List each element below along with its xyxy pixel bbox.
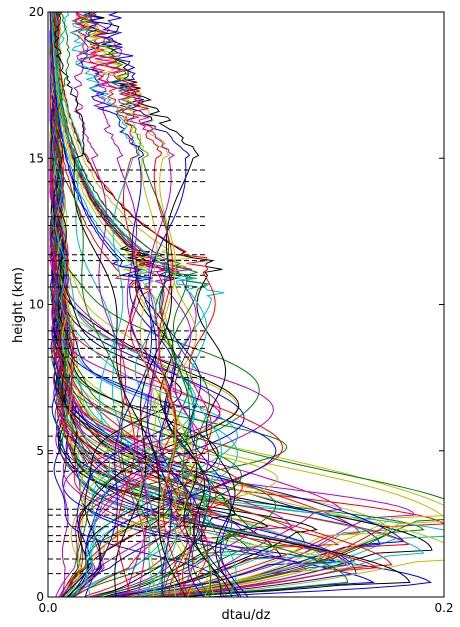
profile-line — [56, 12, 159, 597]
profile-line — [69, 12, 140, 597]
profile-line — [49, 12, 196, 597]
profile-line — [81, 12, 158, 597]
y-tick-label: 15 — [29, 151, 44, 165]
profile-line — [84, 12, 191, 597]
x-axis: 0.0 0.2 — [38, 12, 454, 615]
profile-line — [52, 12, 197, 597]
profile-line — [71, 12, 146, 597]
y-axis-label: height (km) — [11, 267, 26, 343]
profile-line — [50, 12, 182, 597]
x-tick-label: 0.2 — [434, 601, 453, 615]
y-tick-label: 20 — [29, 5, 44, 19]
profile-line — [69, 12, 141, 597]
profile-line — [75, 12, 177, 597]
reference-level-lines — [48, 169, 207, 575]
y-tick-label: 0 — [36, 590, 44, 604]
y-tick-label: 5 — [36, 444, 44, 458]
profile-line — [74, 12, 182, 597]
y-tick-label: 10 — [29, 298, 44, 312]
profile-lines — [49, 12, 444, 597]
x-tick-label: 0.0 — [38, 601, 57, 615]
profile-line — [53, 12, 187, 597]
profile-line — [88, 12, 175, 597]
y-axis: 0 5 10 15 20 — [29, 5, 444, 604]
profile-line — [51, 12, 233, 597]
x-axis-label: dtau/dz — [221, 608, 270, 623]
profile-line — [53, 12, 163, 597]
profile-line — [50, 12, 205, 597]
profile-line — [80, 12, 172, 597]
profile-line — [51, 12, 237, 597]
